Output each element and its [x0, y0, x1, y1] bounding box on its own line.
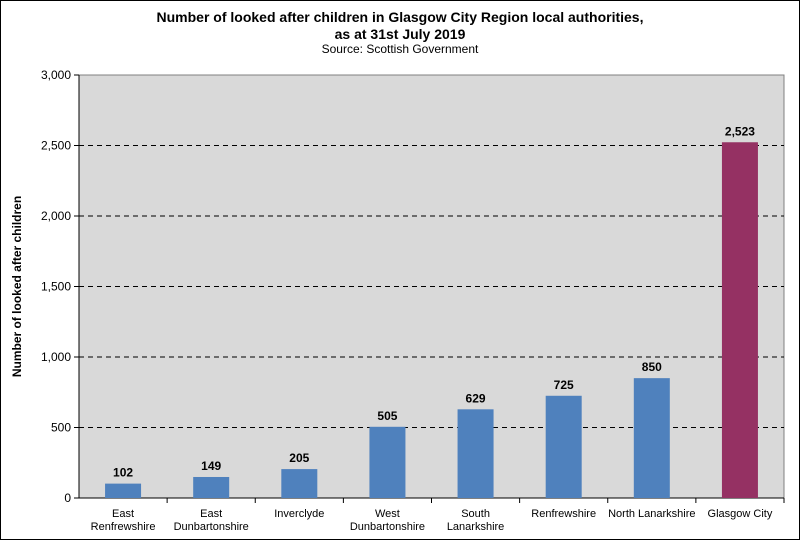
data-label: 2,523	[725, 124, 755, 138]
y-tick-label: 3,000	[41, 68, 71, 82]
bar	[193, 476, 230, 498]
bar	[721, 142, 758, 498]
chart-title-line2: as at 31st July 2019	[334, 26, 466, 42]
data-label: 505	[377, 409, 397, 423]
data-label: 725	[554, 378, 574, 392]
x-tick-label: Dunbartonshire	[174, 521, 249, 533]
data-label: 102	[113, 466, 133, 480]
y-tick-label: 2,000	[41, 209, 71, 223]
bar	[281, 469, 318, 498]
y-tick-label: 500	[51, 421, 71, 435]
chart-title-line1: Number of looked after children in Glasg…	[156, 9, 644, 25]
y-tick-label: 0	[64, 491, 71, 505]
x-tick-label: North Lanarkshire	[608, 508, 695, 520]
x-tick-label: Lanarkshire	[447, 521, 504, 533]
x-tick-label: Renfrewshire	[531, 508, 596, 520]
bar	[633, 378, 670, 498]
data-label: 149	[201, 459, 221, 473]
x-tick-label: Renfrewshire	[91, 521, 156, 533]
data-label: 205	[289, 451, 309, 465]
x-tick-label: Glasgow City	[708, 508, 773, 520]
y-axis-label: Number of looked after children	[10, 196, 24, 377]
x-tick-label: East	[200, 508, 222, 520]
y-tick-label: 1,000	[41, 350, 71, 364]
x-tick-label: South	[461, 508, 490, 520]
bar	[105, 483, 142, 498]
x-tick-label: Inverclyde	[274, 508, 324, 520]
chart-subtitle: Source: Scottish Government	[321, 42, 479, 56]
x-tick-label: Dunbartonshire	[350, 521, 425, 533]
data-label: 850	[642, 360, 662, 374]
y-tick-label: 2,500	[41, 139, 71, 153]
x-tick-label: West	[375, 508, 400, 520]
y-tick-label: 1,500	[41, 280, 71, 294]
data-label: 629	[466, 391, 486, 405]
x-tick-label: East	[112, 508, 134, 520]
bar	[457, 409, 494, 498]
bar	[545, 395, 582, 498]
bar	[369, 426, 406, 498]
